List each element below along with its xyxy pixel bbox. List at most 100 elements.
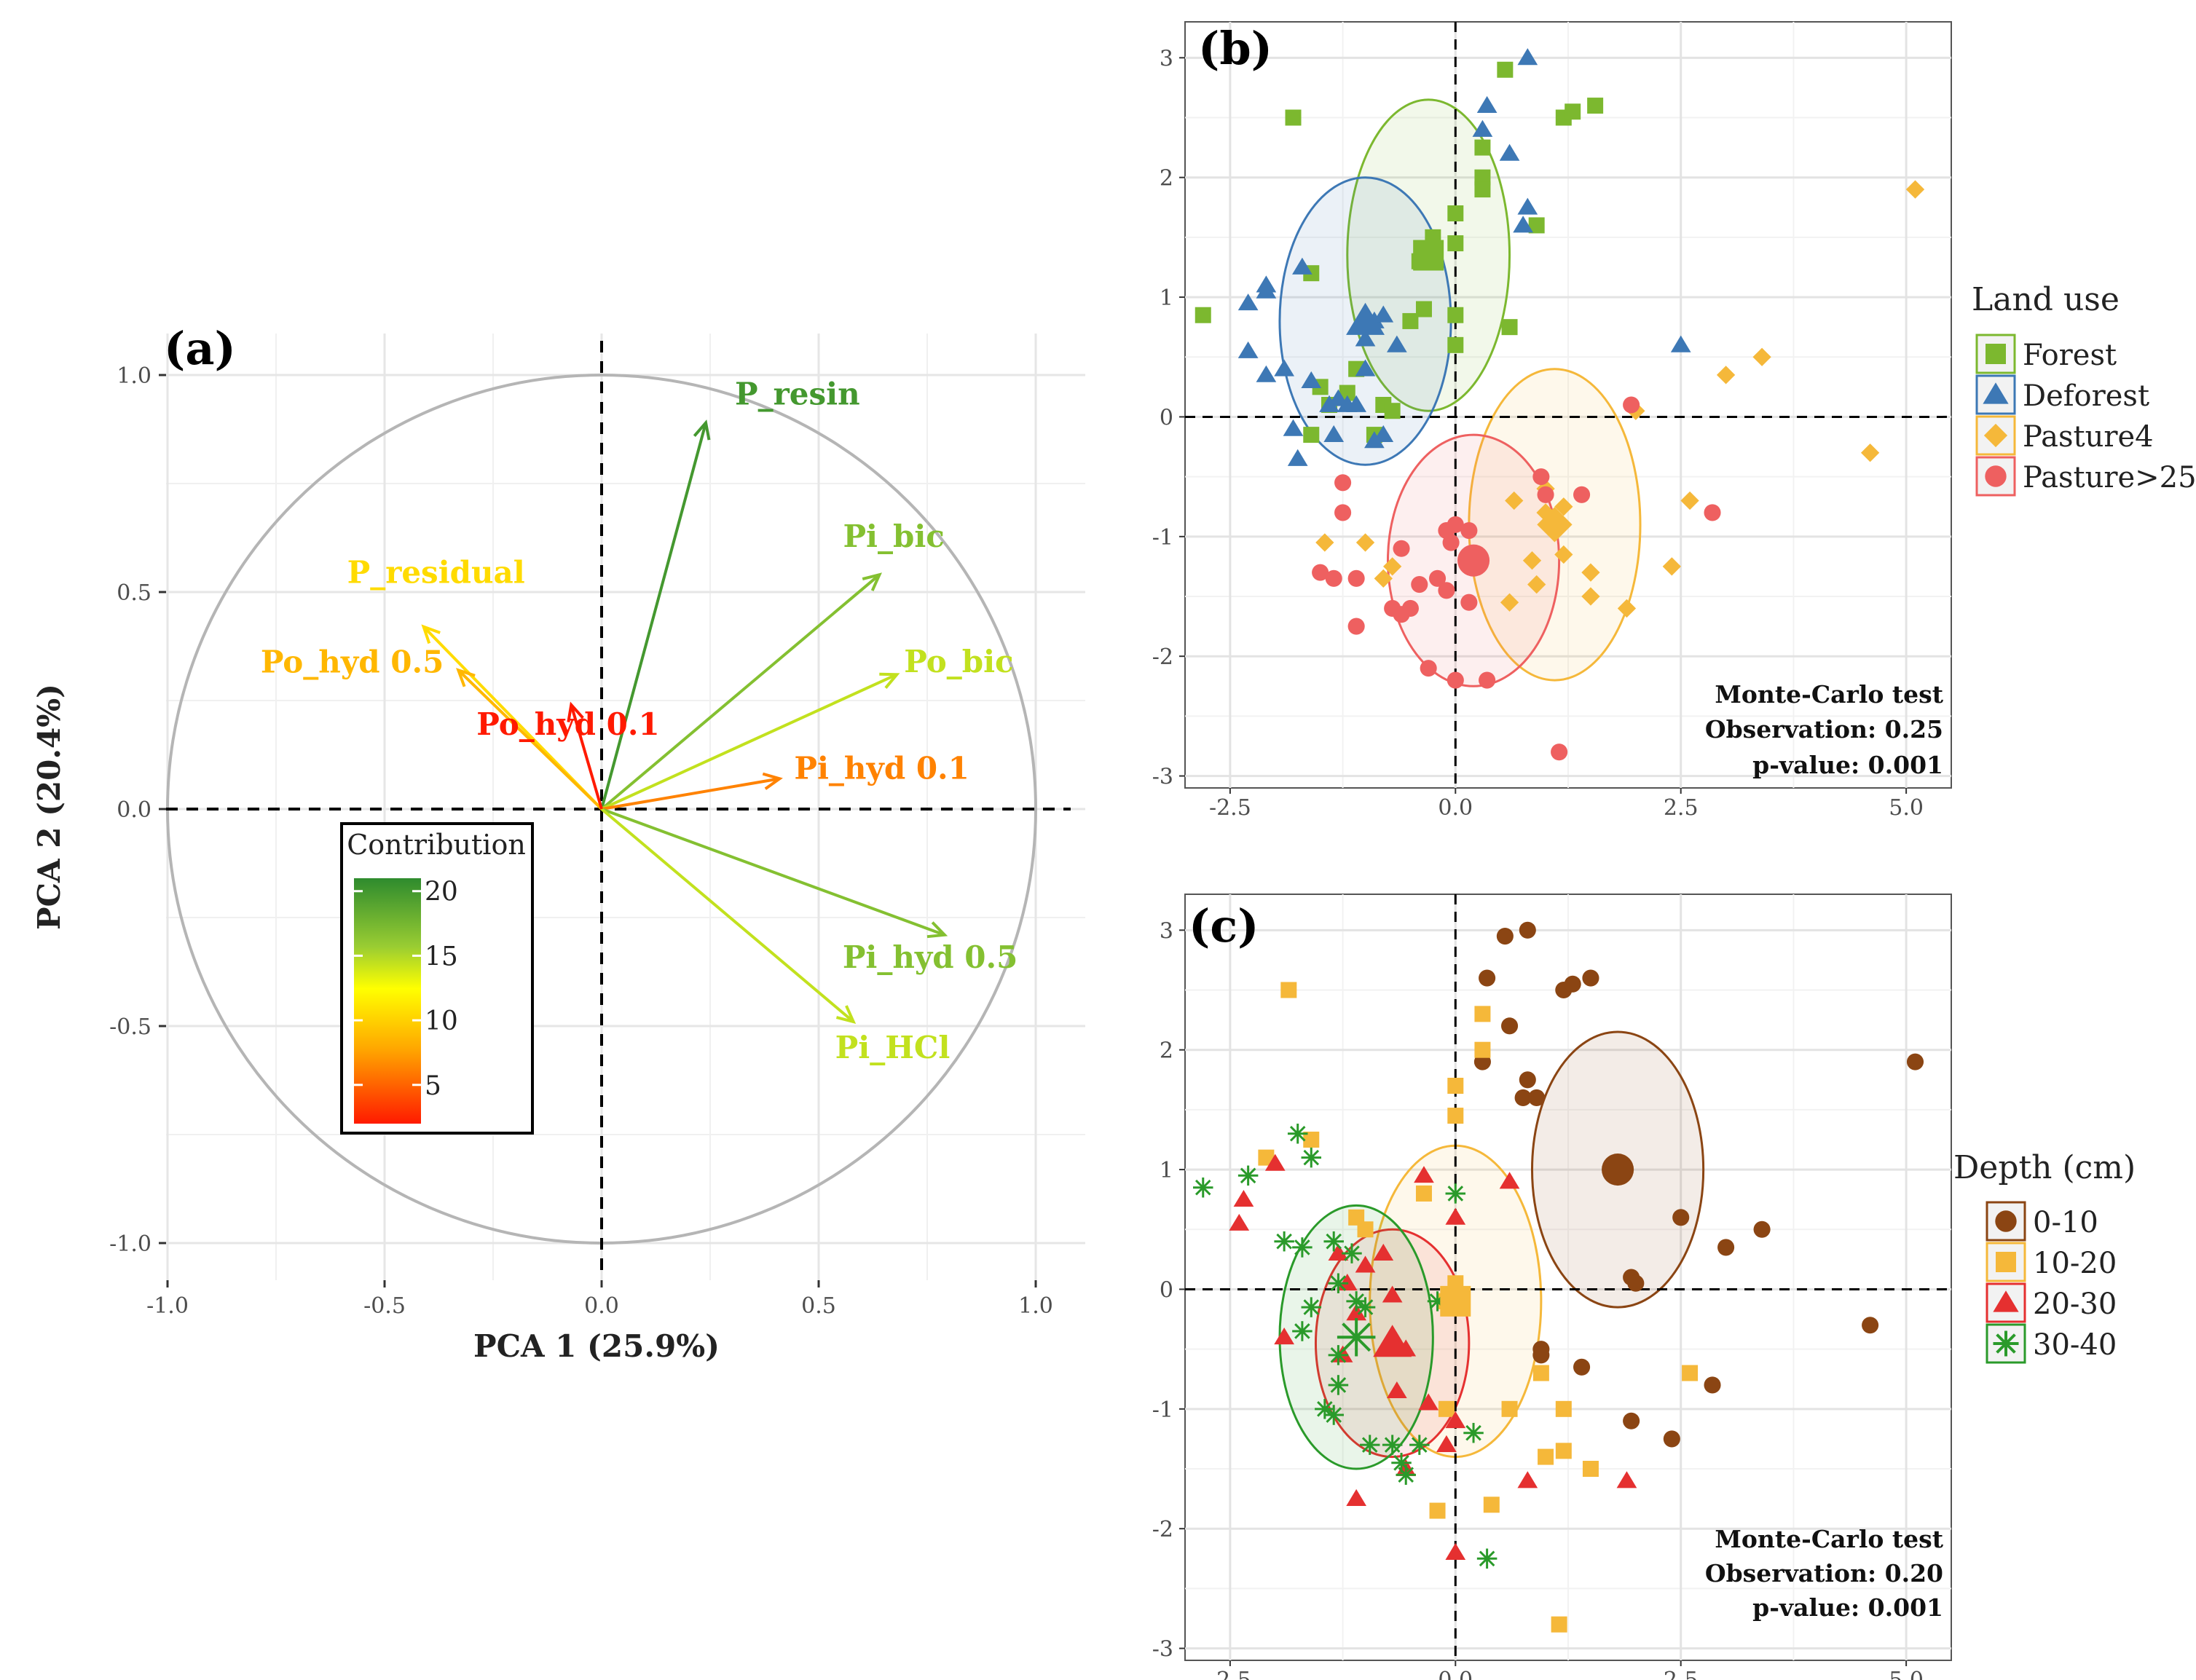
- asterisk-stroke: [1393, 1454, 1409, 1471]
- x-tick-label: 0.5: [801, 1293, 836, 1319]
- vector-label-pi-bic: Pi_bic: [843, 518, 944, 554]
- panel-b-land-use: -2.5 0.0 2.5 5.0 3 2 1 0 -1 -2 -3 (b) Monte-Carlo …: [1152, 21, 2196, 821]
- vector-label-pi-hyd-0-5: Pi_hyd 0.5: [843, 939, 1018, 975]
- depth-legend: Depth (cm) 0-10 10-20 20-30 30-40: [1953, 1149, 2136, 1364]
- land-use-legend-entries: Forest Deforest Pasture4 Pasture>25: [1975, 334, 2196, 497]
- point-deforest: [1670, 335, 1691, 352]
- point-10-20: [1438, 1400, 1455, 1417]
- legend-key-pasture4: [1983, 423, 2008, 448]
- point-forest: [1565, 103, 1581, 120]
- x-tick-label: 5.0: [1889, 1668, 1924, 1680]
- point-deforest: [1323, 425, 1345, 442]
- point-10-20: [1551, 1616, 1567, 1633]
- point-pasture4: [1522, 551, 1542, 570]
- y-tick-label: -2: [1152, 1517, 1173, 1542]
- vector-po-bic: [601, 673, 898, 811]
- asterisk-stroke: [1303, 1299, 1320, 1315]
- point-0-10: [1627, 1274, 1645, 1292]
- vector-label-pi-hcl: Pi_HCl: [835, 1030, 951, 1065]
- x-tick-label: 2.5: [1664, 795, 1699, 821]
- point-0-10: [1519, 1071, 1536, 1089]
- point-0-10: [1532, 1346, 1550, 1364]
- point-10-20: [1474, 1041, 1491, 1058]
- legend-label-forest: Forest: [2023, 339, 2117, 372]
- point-30-40: [1328, 1375, 1349, 1395]
- asterisk-stroke: [1276, 1233, 1292, 1250]
- y-tick-label: 2: [1160, 166, 1173, 192]
- point-10-20: [1258, 1149, 1275, 1166]
- x-tick-label: -2.5: [1209, 795, 1251, 821]
- legend-key-10-20: [1996, 1252, 2016, 1272]
- point-pasture-25: [1551, 744, 1568, 761]
- point-30-40: [1237, 1165, 1259, 1186]
- legend-key-pasture-25: [1985, 465, 2007, 487]
- point-deforest: [1283, 419, 1304, 436]
- legend-key-30-40: [1993, 1330, 2019, 1357]
- vector-label-pi-hyd-0-1: Pi_hyd 0.1: [794, 750, 969, 786]
- asterisk-stroke: [1303, 1149, 1320, 1166]
- x-tick-label: -2.5: [1209, 1668, 1251, 1680]
- centroid-forest: [1413, 240, 1444, 271]
- point-0-10: [1717, 1239, 1735, 1256]
- point-forest: [1447, 205, 1464, 221]
- point-pasture4: [1505, 491, 1524, 510]
- point-10-20: [1280, 982, 1297, 998]
- vector-arrowhead: [926, 921, 948, 939]
- point-pasture-25: [1393, 540, 1410, 557]
- panel-c-mc-pvalue: p-value: 0.001: [1752, 1593, 1943, 1622]
- y-tick-label: -2: [1152, 644, 1173, 670]
- vector-p-resin: [600, 422, 707, 810]
- point-pasture-25: [1393, 606, 1410, 623]
- point-30-40: [1328, 1273, 1349, 1293]
- point-30-40: [1409, 1435, 1430, 1455]
- point-deforest: [1237, 341, 1259, 358]
- point-20-30: [1328, 1243, 1349, 1261]
- point-10-20: [1303, 1131, 1320, 1148]
- point-30-40: [1342, 1243, 1362, 1263]
- legend-label-20-30: 20-30: [2033, 1287, 2117, 1321]
- x-tick-label: 0.0: [1438, 795, 1473, 821]
- point-deforest: [1373, 305, 1394, 323]
- point-10-20: [1555, 1443, 1572, 1459]
- point-0-10: [1564, 975, 1581, 993]
- panel-a-y-axis-label: PCA 2 (20.4%): [31, 684, 67, 930]
- point-pasture-25: [1438, 582, 1455, 599]
- y-tick-label: 0.5: [117, 580, 151, 606]
- point-30-40: [1355, 1297, 1376, 1317]
- asterisk-stroke: [1361, 1437, 1378, 1453]
- point-pasture-25: [1325, 569, 1342, 587]
- panel-c-tag: (c): [1189, 899, 1259, 953]
- point-10-20: [1555, 1400, 1572, 1417]
- colorbar-tick-label: 20: [425, 878, 458, 907]
- point-forest: [1195, 307, 1211, 323]
- centroid-10-20: [1440, 1285, 1471, 1317]
- point-30-40: [1346, 1291, 1366, 1312]
- point-10-20: [1483, 1496, 1500, 1513]
- point-pasture-25: [1447, 516, 1464, 533]
- point-pasture-25: [1442, 534, 1460, 551]
- point-30-40: [1463, 1422, 1484, 1443]
- point-20-30: [1616, 1471, 1637, 1488]
- point-forest: [1474, 139, 1491, 156]
- point-20-30: [1386, 1381, 1407, 1399]
- point-10-20: [1474, 1006, 1491, 1022]
- point-pasture4: [1680, 491, 1699, 510]
- point-10-20: [1538, 1448, 1554, 1465]
- point-deforest: [1472, 119, 1493, 137]
- point-pasture-25: [1312, 564, 1329, 581]
- land-use-legend: Land use Forest Deforest Pasture4 Pasture>2…: [1972, 281, 2196, 497]
- asterisk-stroke: [1294, 1239, 1310, 1255]
- legend-label-30-40: 30-40: [2033, 1328, 2117, 1362]
- point-deforest: [1256, 365, 1277, 382]
- y-tick-label: 3: [1160, 918, 1173, 944]
- y-tick-label: 1: [1160, 285, 1173, 311]
- point-deforest: [1476, 95, 1498, 113]
- point-10-20: [1357, 1221, 1374, 1238]
- point-forest: [1447, 336, 1464, 353]
- point-pasture4: [1662, 557, 1681, 576]
- point-deforest: [1513, 216, 1533, 233]
- panel-c-mc-observation: Observation: 0.20: [1705, 1559, 1943, 1588]
- point-pasture4: [1500, 593, 1519, 612]
- panel-c-centroids: [1337, 1153, 1634, 1357]
- point-20-30: [1445, 1411, 1466, 1429]
